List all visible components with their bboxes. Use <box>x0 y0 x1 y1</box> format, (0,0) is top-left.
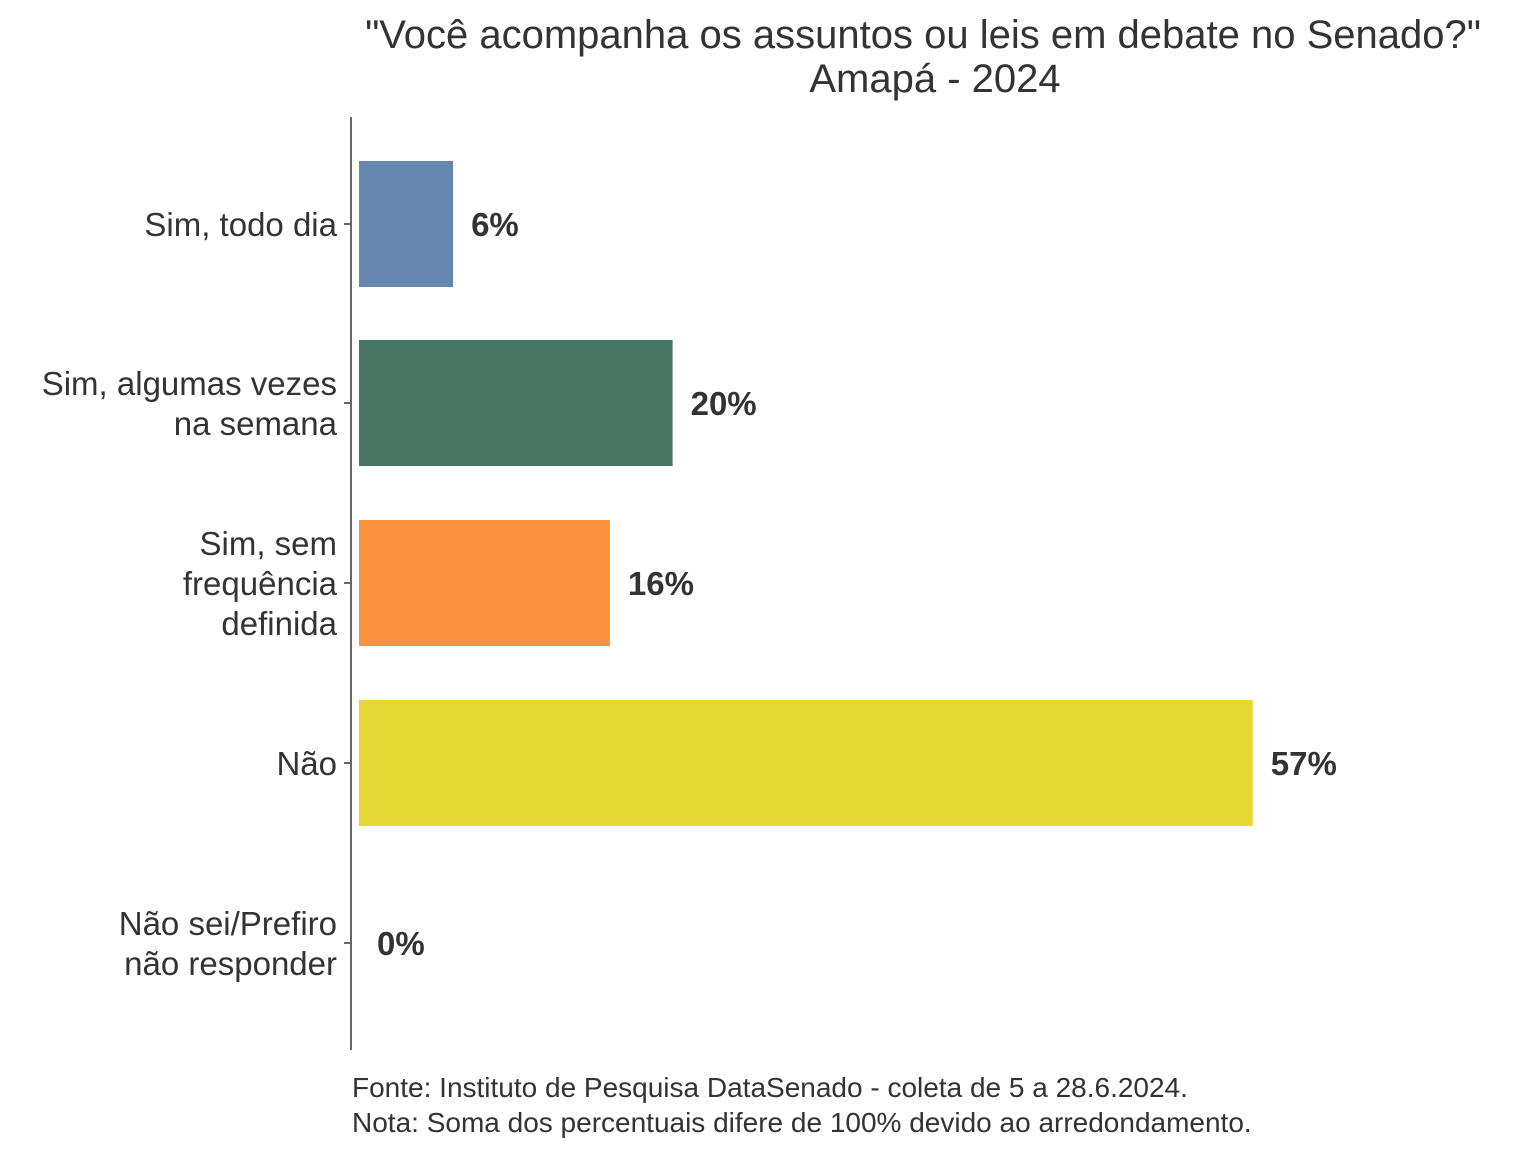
bar-0 <box>359 161 454 287</box>
bar-1 <box>359 340 673 466</box>
value-labels-group: 6% 20% 16% 57% 0% <box>377 206 1337 962</box>
category-label-0-line-0: Sim, todo dia <box>144 206 337 243</box>
value-label-1: 20% <box>691 385 757 422</box>
category-label-2-line-2: definida <box>221 605 337 642</box>
chart-title: "Você acompanha os assuntos ou leis em d… <box>365 13 1481 57</box>
bar-3 <box>359 700 1253 826</box>
chart-subtitle: Amapá - 2024 <box>809 57 1060 101</box>
category-label-2-line-0: Sim, sem <box>199 525 337 562</box>
category-label-1-line-1: na semana <box>174 405 338 442</box>
y-ticks-group <box>344 223 351 944</box>
value-label-0: 6% <box>471 206 519 243</box>
value-label-3: 57% <box>1271 745 1337 782</box>
note-caption: Nota: Soma dos percentuais difere de 100… <box>352 1107 1252 1138</box>
bars-group <box>359 161 1253 826</box>
category-label-1: Sim, algumas vezes na semana <box>42 365 338 442</box>
category-label-3: Não <box>276 745 337 782</box>
category-label-2: Sim, sem frequência definida <box>183 525 338 642</box>
value-label-4: 0% <box>377 925 425 962</box>
category-label-4: Não sei/Prefiro não responder <box>119 905 337 982</box>
category-labels-group: Sim, todo dia Sim, algumas vezes na semana… <box>42 206 338 982</box>
value-label-2: 16% <box>628 565 694 602</box>
category-label-2-line-1: frequência <box>183 565 338 602</box>
category-label-0: Sim, todo dia <box>144 206 337 243</box>
category-label-3-line-0: Não <box>276 745 337 782</box>
category-label-4-line-1: não responder <box>124 945 337 982</box>
source-caption: Fonte: Instituto de Pesquisa DataSenado … <box>352 1072 1188 1103</box>
category-label-4-line-0: Não sei/Prefiro <box>119 905 337 942</box>
category-label-1-line-0: Sim, algumas vezes <box>42 365 337 402</box>
bar-2 <box>359 520 610 646</box>
